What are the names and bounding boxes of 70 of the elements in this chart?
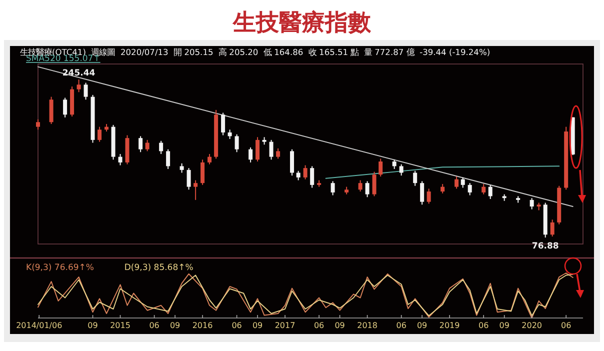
candlestick: [378, 158, 383, 177]
candlestick: [550, 219, 554, 237]
candlestick: [276, 148, 280, 160]
candlestick: [413, 170, 418, 186]
x-tick-label: 09: [88, 321, 98, 330]
series-label: D(9,3) 85.68↑%: [124, 263, 194, 273]
annotation: 245.44: [62, 68, 96, 79]
candlestick: [482, 184, 486, 195]
candlestick: [138, 136, 143, 153]
x-tick-label: 2019: [439, 321, 460, 330]
candlestick: [310, 166, 314, 188]
x-tick-label: 06: [149, 321, 160, 330]
text: SMA520 155.07↑: [26, 54, 100, 64]
candlestick: [530, 198, 534, 210]
candlestick: [194, 180, 198, 200]
x-tick-label: 09: [252, 321, 263, 330]
candlestick: [365, 180, 370, 198]
candlestick: [98, 126, 102, 142]
x-tick-label: 06: [561, 321, 572, 330]
x-tick-label: 2020: [522, 321, 542, 330]
candlestick: [221, 112, 226, 136]
candlestick: [49, 96, 54, 124]
candlestick: [118, 154, 122, 166]
candlestick: [358, 180, 362, 192]
candlestick: [420, 180, 424, 206]
candlestick: [460, 176, 465, 188]
candlestick: [166, 148, 170, 170]
x-tick-label: 06: [232, 321, 242, 330]
x-tick-label: 06: [396, 321, 406, 330]
candlestick: [488, 184, 492, 200]
candlestick: [228, 129, 232, 140]
chart-title: 生技醫療指數: [232, 9, 372, 36]
candlestick: [468, 182, 472, 196]
x-tick-label: 2014/01/06: [16, 321, 62, 330]
x-tick-label: 09: [499, 321, 510, 330]
candlestick: [63, 97, 68, 118]
candlestick: [234, 134, 239, 153]
candlestick: [248, 146, 253, 163]
x-tick-label: 2015: [110, 321, 130, 330]
candlestick: [269, 139, 274, 160]
candlestick: [180, 162, 184, 174]
x-tick-label: 09: [334, 321, 345, 330]
candlestick: [330, 180, 335, 196]
x-tick-label: 2018: [357, 321, 378, 330]
x-tick-label: 2016: [192, 321, 213, 330]
candlestick: [290, 148, 294, 176]
candlestick: [186, 168, 191, 190]
candlestick: [200, 159, 205, 186]
candlestick: [208, 154, 212, 165]
series-label: K(9,3) 76.69↑%: [26, 263, 94, 273]
candlestick: [145, 139, 150, 152]
candlestick: [372, 171, 376, 197]
annotation: 76.88: [532, 242, 559, 252]
candlestick: [76, 79, 81, 93]
x-tick-label: 2017: [274, 321, 296, 330]
x-tick-label: 09: [170, 321, 180, 330]
candlestick: [36, 118, 40, 130]
candlestick: [426, 188, 431, 204]
candlestick: [303, 164, 308, 180]
candlestick: [296, 170, 300, 181]
x-tick-label: 06: [478, 321, 489, 330]
candlestick: [392, 159, 396, 170]
candlestick: [454, 176, 459, 190]
candlestick: [440, 184, 445, 194]
candlestick: [159, 140, 164, 154]
x-tick-label: 09: [416, 321, 428, 330]
candlestick: [84, 82, 88, 100]
candlestick: [399, 164, 404, 176]
x-tick-label: 06: [314, 321, 324, 330]
candlestick: [256, 136, 260, 162]
